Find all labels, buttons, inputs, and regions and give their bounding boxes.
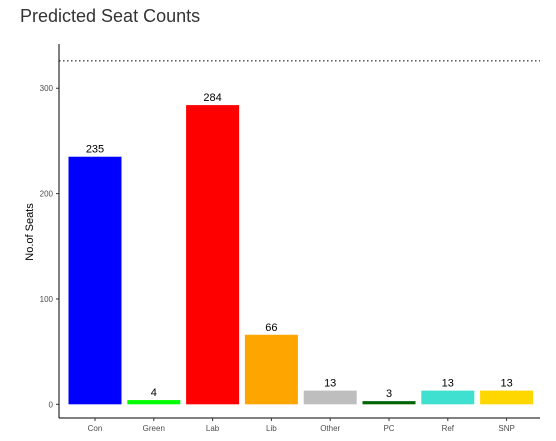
chart-title: Predicted Seat Counts — [20, 6, 201, 26]
data-label-con: 235 — [86, 144, 104, 156]
x-tick-label-con: Con — [88, 424, 103, 433]
x-tick-label-pc: PC — [383, 424, 394, 433]
y-axis: 0 100 200 300 — [40, 44, 60, 418]
data-labels-layer: 235 4 284 66 13 3 13 13 — [86, 92, 513, 400]
data-label-ref: 13 — [442, 378, 454, 390]
bar-ref — [421, 390, 475, 405]
data-label-green: 4 — [151, 387, 157, 399]
y-tick-label: 300 — [40, 84, 54, 93]
x-tick-label-ref: Ref — [442, 424, 455, 433]
y-tick-label: 100 — [40, 295, 54, 304]
data-label-snp: 13 — [500, 378, 512, 390]
x-tick-label-lab: Lab — [206, 424, 220, 433]
bar-pc — [362, 401, 416, 405]
data-label-other: 13 — [324, 378, 336, 390]
data-label-pc: 3 — [386, 388, 392, 400]
y-axis-label: No.of Seats — [24, 203, 36, 261]
bar-con — [68, 156, 122, 405]
bar-lib — [244, 334, 298, 405]
bars-layer — [68, 105, 534, 405]
bar-snp — [480, 390, 534, 405]
y-tick-label: 0 — [49, 400, 54, 409]
bar-green — [127, 400, 181, 405]
x-tick-label-lib: Lib — [266, 424, 277, 433]
data-label-lab: 284 — [203, 92, 221, 104]
x-tick-label-green: Green — [143, 424, 165, 433]
x-tick-label-other: Other — [320, 424, 340, 433]
x-axis: Con Green Lab Lib Other PC Ref SNP — [59, 417, 540, 433]
x-tick-label-snp: SNP — [498, 424, 514, 433]
y-tick-label: 200 — [40, 190, 54, 199]
bar-other — [303, 390, 357, 405]
bar-lab — [186, 105, 240, 405]
data-label-lib: 66 — [265, 322, 277, 334]
